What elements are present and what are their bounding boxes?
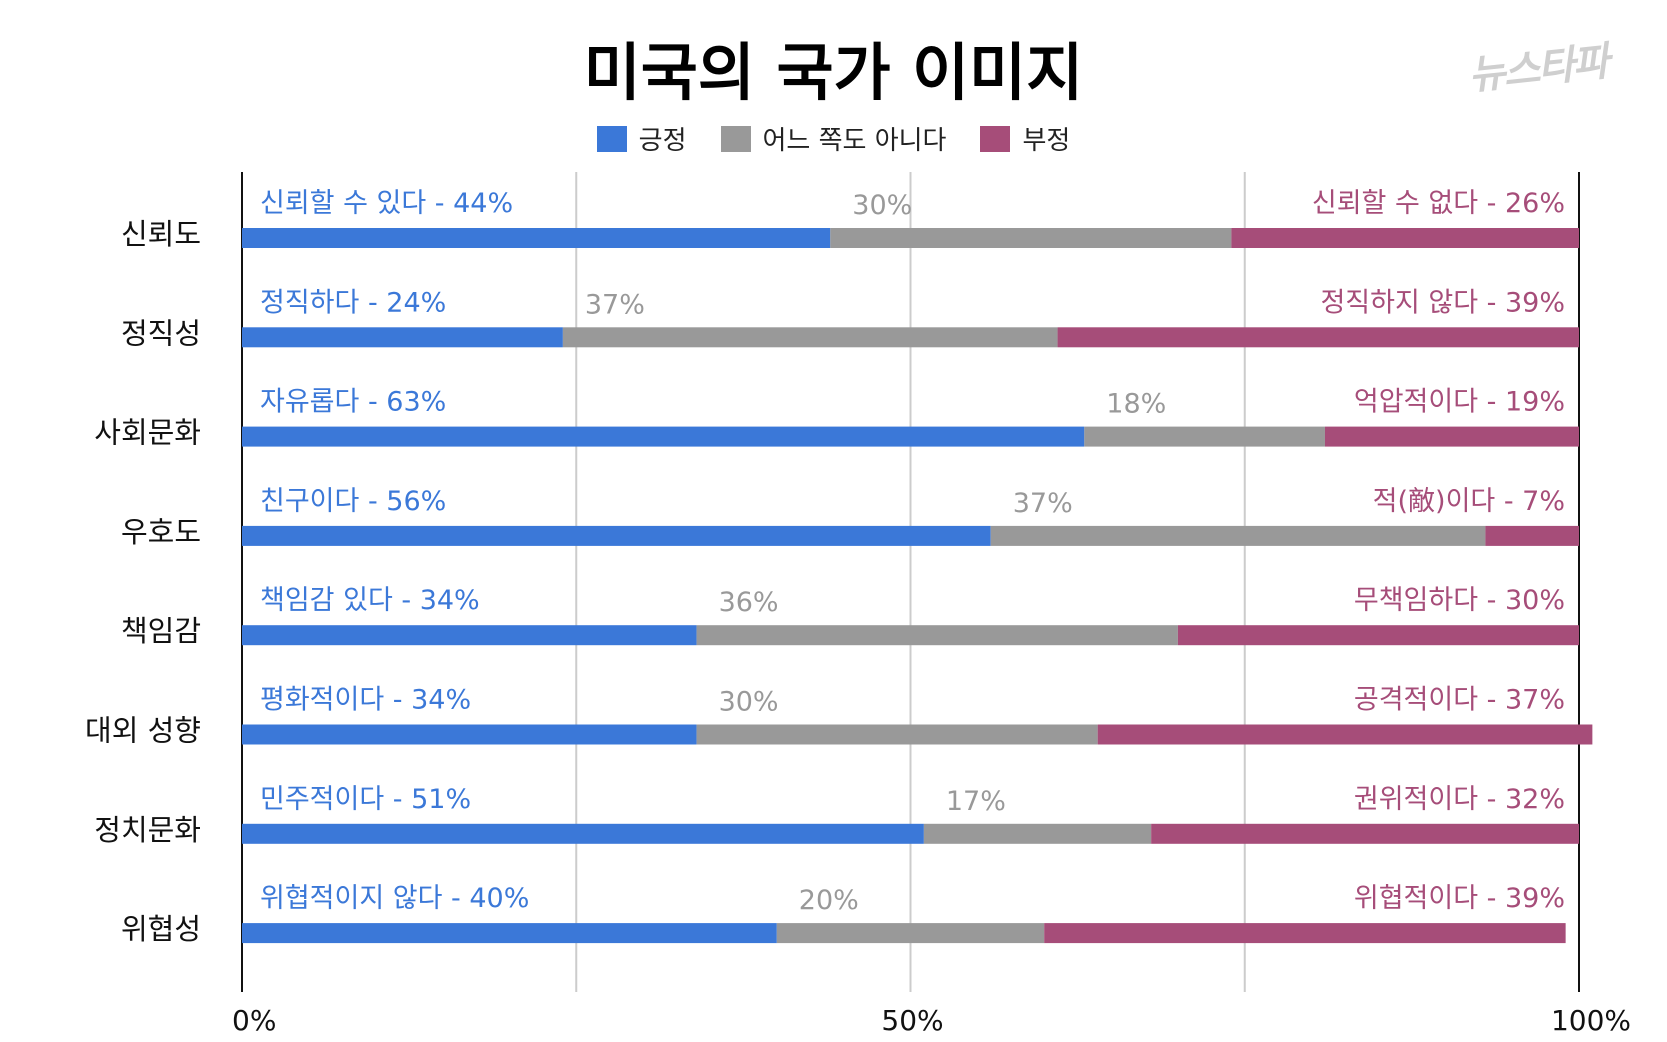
legend-item-negative: 부정 (980, 120, 1070, 157)
bar-segment-negative (1177, 625, 1579, 646)
category-label: 정직성 (121, 316, 201, 350)
category-label: 책임감 (121, 614, 201, 648)
neutral-data-label: 30% (852, 190, 912, 221)
category-label: 사회문화 (94, 416, 201, 450)
bar-segment-negative (1044, 923, 1566, 944)
chart-legend: 긍정 어느 쪽도 아니다 부정 (0, 120, 1667, 157)
negative-data-label: 억압적이다 - 19% (1354, 387, 1565, 418)
category-label: 위협성 (121, 912, 201, 946)
bar-segment-positive (242, 525, 991, 546)
neutral-data-label: 17% (946, 786, 1006, 817)
chart-title: 미국의 국가 이미지 (583, 36, 1084, 109)
legend-item-positive: 긍정 (596, 120, 687, 157)
positive-data-label: 정직하다 - 24% (260, 287, 446, 318)
bar-segment-neutral (1084, 426, 1325, 447)
negative-data-label: 정직하지 않다 - 39% (1320, 287, 1565, 318)
legend-swatch-positive (596, 125, 627, 152)
negative-data-label: 무책임하다 - 30% (1354, 585, 1565, 616)
positive-data-label: 민주적이다 - 51% (260, 784, 471, 815)
negative-data-label: 신뢰할 수 없다 - 26% (1312, 188, 1565, 219)
neutral-data-label: 18% (1106, 389, 1166, 420)
legend-label-negative: 부정 (1022, 126, 1071, 156)
neutral-data-label: 37% (585, 289, 645, 320)
bar-segment-positive (242, 823, 924, 844)
negative-data-label: 공격적이다 - 37% (1354, 685, 1565, 716)
bar-segment-neutral (830, 228, 1232, 248)
legend-item-neutral: 어느 쪽도 아니다 (720, 120, 947, 157)
bar-segment-neutral (696, 625, 1178, 646)
bar-segment-neutral (923, 823, 1152, 844)
negative-data-label: 권위적이다 - 32% (1354, 784, 1565, 815)
category-label: 정치문화 (94, 813, 201, 847)
bar-segment-positive (242, 923, 777, 944)
legend-swatch-neutral (720, 125, 751, 152)
x-tick-label: 100% (1551, 1004, 1631, 1037)
negative-data-label: 적(敵)이다 - 7% (1373, 486, 1565, 517)
bar-segment-positive (242, 228, 831, 248)
bar-segment-negative (1324, 426, 1579, 447)
category-label: 신뢰도 (121, 217, 201, 251)
bar-segment-neutral (990, 525, 1486, 546)
positive-data-label: 평화적이다 - 34% (260, 685, 471, 716)
neutral-data-label: 20% (799, 885, 859, 916)
bar-segment-neutral (696, 724, 1098, 745)
x-tick-label: 0% (232, 1004, 276, 1037)
bar-segment-neutral (562, 327, 1058, 348)
negative-data-label: 위협적이다 - 39% (1354, 883, 1565, 914)
bar-segment-positive (242, 426, 1085, 447)
neutral-data-label: 37% (1013, 488, 1073, 519)
category-label: 우호도 (121, 515, 201, 549)
positive-data-label: 신뢰할 수 있다 - 44% (260, 188, 513, 219)
bar-segment-positive (242, 724, 697, 745)
positive-data-label: 위협적이지 않다 - 40% (260, 883, 529, 914)
bar-segment-negative (1231, 228, 1579, 248)
x-tick-label: 50% (881, 1004, 943, 1037)
bar-segment-negative (1151, 823, 1579, 844)
neutral-data-label: 30% (719, 687, 779, 718)
category-label: 대외 성향 (85, 714, 201, 748)
legend-label-neutral: 어느 쪽도 아니다 (762, 126, 947, 156)
bar-segment-negative (1097, 724, 1593, 745)
positive-data-label: 자유롭다 - 63% (260, 387, 446, 418)
legend-label-positive: 긍정 (638, 126, 687, 156)
positive-data-label: 책임감 있다 - 34% (260, 585, 480, 616)
bar-segment-positive (242, 327, 563, 348)
neutral-data-label: 36% (719, 587, 779, 618)
legend-swatch-negative (980, 125, 1011, 152)
bar-segment-negative (1057, 327, 1579, 348)
bar-segment-neutral (776, 923, 1045, 944)
bar-segment-negative (1485, 525, 1579, 546)
bar-segment-positive (242, 625, 697, 646)
positive-data-label: 친구이다 - 56% (260, 486, 446, 517)
